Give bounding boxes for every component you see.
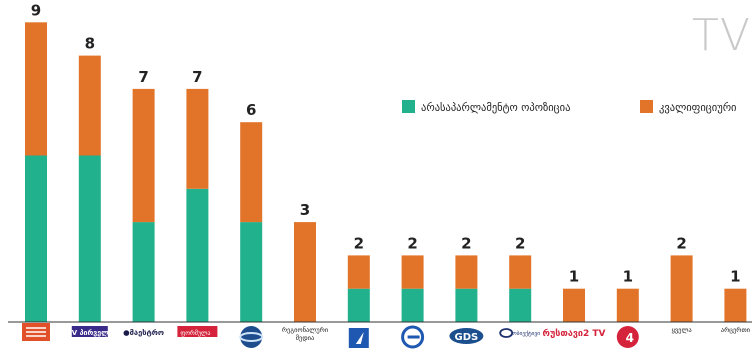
bar-segment-12-qualified <box>616 288 639 322</box>
svg-text:მედია: მედია <box>296 334 315 342</box>
category-logo-4: ფორმულა <box>177 326 218 337</box>
bar-total-label-12: 1 <box>623 268 633 286</box>
bar-total-label-10: 2 <box>515 234 525 252</box>
bar-total-label-9: 2 <box>461 234 471 252</box>
svg-text:TV პირველი: TV პირველი <box>67 329 113 337</box>
svg-text:არცერთი: არცერთი <box>721 325 751 334</box>
bar-segment-11-qualified <box>563 288 585 322</box>
legend-item-opposition: არასაპარლამენტო ოპოზიცია <box>402 100 570 114</box>
bar-segment-10-qualified <box>509 255 532 289</box>
legend-item-qualified-swatch <box>640 100 653 113</box>
bars-layer <box>25 22 747 322</box>
bar-total-label-2: 8 <box>85 35 95 53</box>
bar-segment-4-qualified <box>186 88 209 189</box>
legend: არასაპარლამენტო ოპოზიცია კვალიფიციური <box>402 100 737 114</box>
category-logo-10: ობიექტივი <box>499 328 540 338</box>
bar-segment-6-qualified <box>294 222 316 322</box>
bar-segment-14-qualified <box>724 288 747 322</box>
bar-segment-4-opposition <box>186 188 209 322</box>
bar-total-label-1: 9 <box>31 1 41 19</box>
category-logo-8 <box>401 325 425 349</box>
bar-segment-8-opposition <box>401 288 424 322</box>
bar-segment-3-opposition <box>132 222 155 322</box>
logos-layer: TV პირველი ●მაესტრო ფორმულა რეგიონალურიმედი… <box>22 323 751 349</box>
bar-total-label-7: 2 <box>354 234 364 252</box>
bar-segment-13-qualified <box>670 255 693 322</box>
category-logo-12: 4 <box>616 326 639 348</box>
legend-item-opposition-swatch <box>402 100 415 113</box>
bar-total-label-6: 3 <box>300 201 310 219</box>
labels-layer: 9 8 7 7 6 3 2 2 2 2 1 1 2 1 <box>31 1 741 285</box>
bar-segment-3-qualified <box>132 88 155 223</box>
category-logo-14: არცერთი <box>721 325 751 334</box>
bar-total-label-8: 2 <box>407 234 417 252</box>
bar-segment-1-opposition <box>25 155 47 322</box>
bar-segment-8-qualified <box>401 255 424 289</box>
legend-item-qualified-label: კვალიფიციური <box>659 102 737 114</box>
category-logo-13: ყველა <box>671 326 691 334</box>
svg-text:რუსთავი2 TV: რუსთავი2 TV <box>543 328 606 339</box>
category-logo-9: GDS <box>449 328 484 344</box>
legend-item-qualified: კვალიფიციური <box>640 100 737 114</box>
category-logo-2: TV პირველი <box>67 326 113 337</box>
bar-segment-9-qualified <box>455 255 478 289</box>
bar-segment-5-opposition <box>240 222 263 322</box>
bar-segment-7-qualified <box>347 255 370 289</box>
category-logo-5 <box>239 326 264 348</box>
category-logo-11: რუსთავი2 TV <box>543 328 606 339</box>
bar-total-label-3: 7 <box>138 68 148 86</box>
svg-text:ყველა: ყველა <box>671 326 691 334</box>
bar-segment-1-qualified <box>25 22 47 156</box>
svg-text:GDS: GDS <box>455 332 479 343</box>
category-logo-7 <box>348 328 369 348</box>
svg-text:4: 4 <box>626 331 634 345</box>
bar-total-label-11: 1 <box>569 268 579 286</box>
svg-text:ობიექტივი: ობიექტივი <box>512 330 540 337</box>
svg-text:რეგიონალური: რეგიონალური <box>282 325 329 334</box>
chart-title: TV <box>692 10 751 61</box>
category-logo-1 <box>22 323 50 341</box>
svg-text:ფორმულა: ფორმულა <box>180 330 210 337</box>
category-logo-3: ●მაესტრო <box>123 328 164 337</box>
bar-segment-2-qualified <box>78 55 101 156</box>
bar-total-label-14: 1 <box>730 268 740 286</box>
bar-total-label-4: 7 <box>192 68 202 86</box>
bar-segment-2-opposition <box>78 155 101 322</box>
bar-segment-10-opposition <box>509 288 532 322</box>
bar-total-label-13: 2 <box>676 234 686 252</box>
bar-total-label-5: 6 <box>246 101 256 119</box>
bar-segment-5-qualified <box>240 122 263 223</box>
svg-text:●მაესტრო: ●მაესტრო <box>123 328 164 337</box>
bar-segment-9-opposition <box>455 288 478 322</box>
legend-item-opposition-label: არასაპარლამენტო ოპოზიცია <box>421 102 570 114</box>
bar-segment-7-opposition <box>347 288 370 322</box>
